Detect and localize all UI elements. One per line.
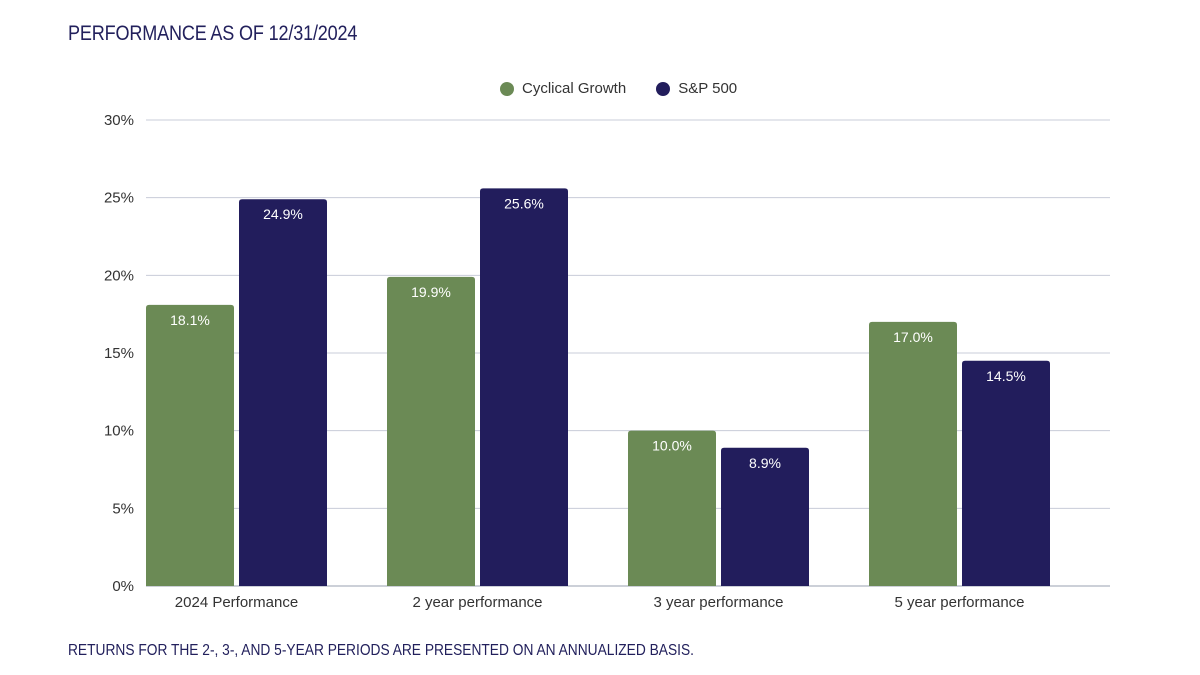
y-tick-label: 15% [104, 345, 134, 362]
bar [721, 447, 809, 586]
chart-legend: Cyclical Growth S&P 500 [500, 80, 767, 97]
y-tick-label: 25% [104, 190, 134, 207]
y-tick-label: 0% [112, 578, 134, 595]
y-tick-label: 10% [104, 423, 134, 440]
x-tick-label: 2024 Performance [175, 594, 298, 611]
bar-data-label: 8.9% [749, 455, 781, 471]
bar [239, 199, 327, 586]
bar [628, 430, 716, 586]
bar-data-label: 14.5% [986, 368, 1026, 384]
bar-data-label: 24.9% [263, 206, 303, 222]
bar-data-label: 17.0% [893, 329, 933, 345]
y-tick-label: 5% [112, 500, 134, 517]
legend-label-cyclical-growth: Cyclical Growth [522, 80, 627, 97]
bar [480, 188, 568, 586]
legend-item-sp500: S&P 500 [656, 80, 737, 97]
bar [387, 276, 475, 586]
legend-swatch-sp500 [656, 81, 671, 96]
bar-data-label: 19.9% [411, 284, 451, 300]
x-tick-label: 5 year performance [894, 594, 1024, 611]
legend-swatch-cyclical-growth [500, 81, 514, 96]
x-tick-label: 3 year performance [653, 594, 783, 611]
footnote: RETURNS FOR THE 2-, 3-, AND 5-YEAR PERIO… [68, 642, 694, 659]
x-tick-label: 2 year performance [412, 594, 542, 611]
legend-item-cyclical-growth: Cyclical Growth [500, 80, 626, 97]
bar-data-label: 10.0% [652, 438, 692, 454]
bar [962, 360, 1050, 586]
bar-data-label: 18.1% [170, 312, 210, 328]
page-title: PERFORMANCE AS OF 12/31/2024 [68, 22, 358, 45]
legend-label-sp500: S&P 500 [678, 80, 738, 97]
bar-data-label: 25.6% [504, 195, 544, 211]
bar [869, 321, 957, 586]
y-tick-label: 20% [104, 267, 134, 284]
bar [146, 304, 234, 586]
y-tick-label: 30% [104, 112, 134, 129]
